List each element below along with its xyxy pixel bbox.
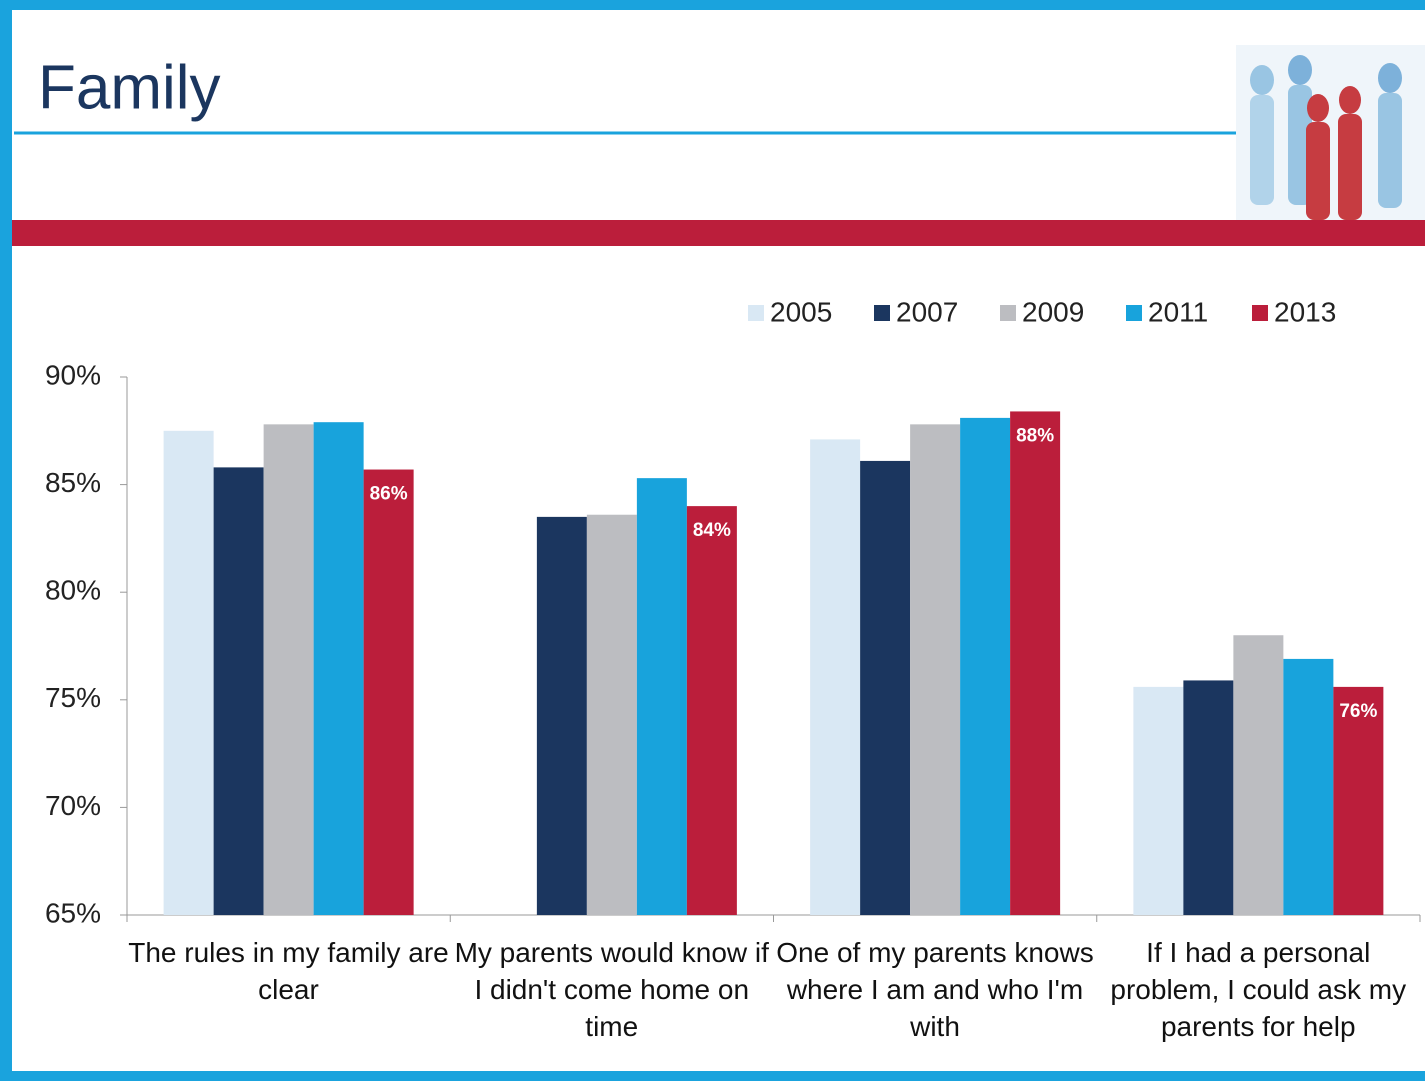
people-picture	[1236, 45, 1425, 220]
bar	[264, 424, 314, 915]
legend-swatch	[1252, 305, 1268, 321]
x-tick-label: My parents would know if I didn't come h…	[450, 934, 773, 1045]
bar	[1133, 687, 1183, 915]
x-tick-label: The rules in my family are clear	[127, 934, 450, 1008]
bar	[587, 515, 637, 915]
bar	[687, 506, 737, 915]
legend-label: 2007	[896, 296, 958, 327]
page: Family 65% 70% 75% 80% 85% 90% 86% 84% 88% 76% 200…	[0, 0, 1425, 1081]
legend-swatch	[748, 305, 764, 321]
y-tick-label: 85%	[45, 467, 101, 498]
legend-label: 2013	[1274, 296, 1336, 327]
bar	[1010, 411, 1060, 915]
bar	[214, 467, 264, 915]
slide-title: Family	[38, 53, 221, 122]
legend-label: 2009	[1022, 296, 1084, 327]
value-label: 86%	[370, 484, 408, 505]
legend-label: 2011	[1148, 296, 1208, 327]
legend-label: 2005	[770, 296, 832, 327]
value-label: 76%	[1339, 701, 1377, 722]
y-tick-label: 80%	[45, 575, 101, 606]
y-tick-label: 75%	[45, 682, 101, 713]
bar	[364, 470, 414, 915]
bar	[164, 431, 214, 915]
slide: Family 65% 70% 75% 80% 85% 90% 86% 84% 88% 76% 200…	[0, 0, 1425, 1081]
y-tick-label: 65%	[45, 897, 101, 928]
y-tick-label: 90%	[45, 359, 101, 390]
red-band	[12, 220, 1425, 246]
bar	[1183, 680, 1233, 915]
x-tick-label: One of my parents knows where I am and w…	[774, 934, 1097, 1045]
bar	[960, 418, 1010, 915]
bar	[810, 439, 860, 915]
value-label: 84%	[693, 520, 731, 541]
value-label: 88%	[1016, 425, 1054, 446]
legend-swatch	[874, 305, 890, 321]
bar	[860, 461, 910, 915]
y-tick-label: 70%	[45, 790, 101, 821]
bar	[1233, 635, 1283, 915]
bar	[910, 424, 960, 915]
x-tick-label: If I had a personal problem, I could ask…	[1097, 934, 1420, 1045]
bar	[537, 517, 587, 915]
bar	[314, 422, 364, 915]
bar	[1283, 659, 1333, 915]
legend-swatch	[1000, 305, 1016, 321]
legend-swatch	[1126, 305, 1142, 321]
bar	[637, 478, 687, 915]
